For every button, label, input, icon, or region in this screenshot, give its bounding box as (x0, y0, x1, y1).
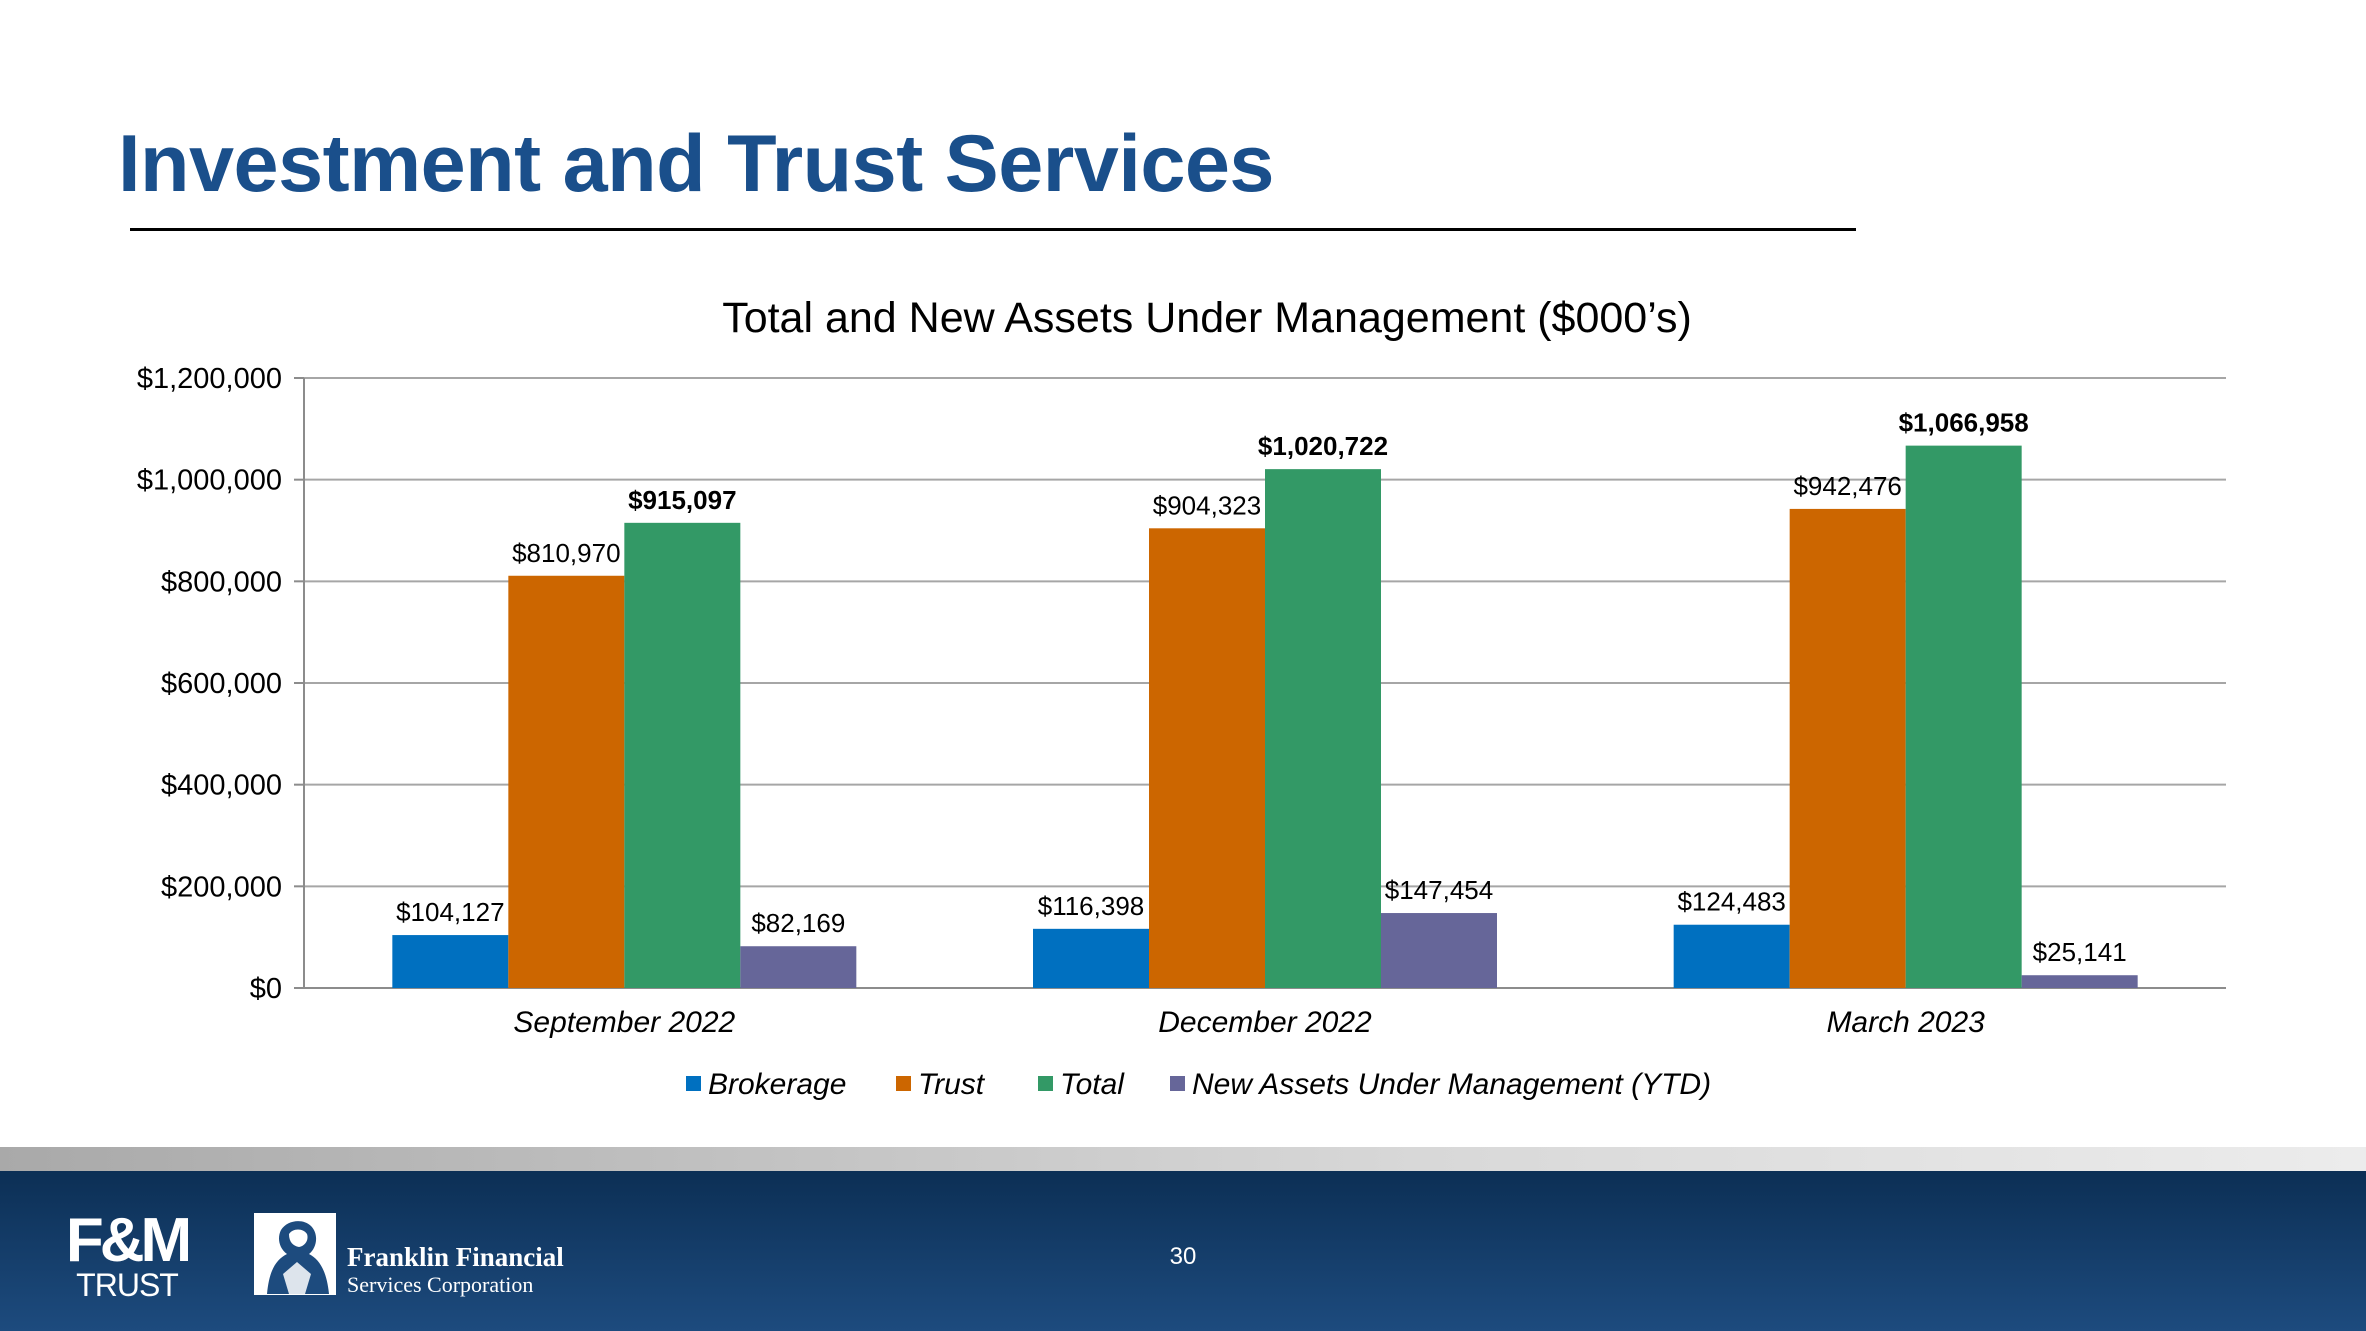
data-labels: $104,127 $810,970 $915,097 $82,169 $116,398 $… (396, 408, 2127, 968)
bar-brokerage (1673, 924, 1790, 988)
slide-title: Investment and Trust Services (118, 119, 1274, 209)
footer-bar (0, 1171, 2366, 1331)
fm-logo-text: F&M (65, 1206, 192, 1275)
legend-swatch (896, 1076, 911, 1091)
data-label: $104,127 (396, 897, 504, 927)
bars (392, 445, 2138, 989)
bar-total (1265, 469, 1381, 988)
bar-trust (1789, 508, 1906, 988)
company-name: Franklin Financial (347, 1242, 564, 1272)
legend-label: Total (1060, 1068, 1125, 1101)
y-tick-label: $800,000 (161, 566, 282, 598)
data-label: $124,483 (1677, 887, 1785, 917)
company-subtitle: Services Corporation (347, 1272, 534, 1297)
data-label: $1,066,958 (1899, 408, 2029, 438)
data-label: $904,323 (1153, 490, 1261, 520)
data-label: $810,970 (512, 538, 620, 568)
legend-swatch (1170, 1076, 1185, 1091)
bar-brokerage (1033, 928, 1149, 988)
y-tick-label: $600,000 (161, 668, 282, 700)
y-tick-label: $400,000 (161, 770, 282, 802)
chart-title: Total and New Assets Under Management ($… (722, 294, 1692, 342)
bar-total (1905, 445, 2022, 989)
y-tick-label: $1,000,000 (137, 465, 282, 497)
title-divider (130, 228, 1856, 231)
page-number: 30 (1169, 1243, 1197, 1270)
data-label: $942,476 (1793, 471, 1901, 501)
data-label: $915,097 (628, 485, 736, 515)
y-tick-label: $1,200,000 (137, 363, 282, 395)
data-label: $116,398 (1038, 891, 1145, 921)
category-label: September 2022 (513, 1006, 735, 1039)
y-axis-ticks: $0 $200,000 $400,000 $600,000 $800,000 $1,000… (137, 363, 282, 1005)
data-label: $1,020,722 (1258, 431, 1388, 461)
bar-new-assets-under-management-ytd (1381, 913, 1497, 988)
bar-brokerage (392, 935, 509, 988)
category-label: December 2022 (1158, 1006, 1372, 1039)
bar-new-assets-under-management-ytd (740, 946, 857, 988)
data-label: $82,169 (751, 908, 845, 938)
fm-logo-sub: TRUST (76, 1267, 179, 1303)
assets-bar-chart: Total and New Assets Under Management ($… (137, 294, 2226, 1101)
legend-label: Trust (918, 1068, 986, 1101)
category-label: March 2023 (1826, 1006, 1985, 1039)
bar-trust (508, 575, 625, 988)
bar-trust (1149, 528, 1265, 988)
legend-swatch (686, 1076, 701, 1091)
bar-total (624, 522, 741, 988)
legend: Brokerage Trust Total New Assets Under Mana… (686, 1068, 1711, 1101)
fm-trust-logo: F&M TRUST (52, 1206, 202, 1303)
legend-swatch (1038, 1076, 1053, 1091)
franklin-portrait-icon (254, 1213, 336, 1295)
legend-label: Brokerage (708, 1068, 846, 1101)
footer-stripe (0, 1147, 2366, 1171)
legend-label: New Assets Under Management (YTD) (1192, 1068, 1711, 1101)
y-tick-label: $0 (250, 973, 282, 1005)
y-tick-label: $200,000 (161, 871, 282, 903)
data-label: $147,454 (1385, 875, 1493, 905)
bar-new-assets-under-management-ytd (2021, 975, 2138, 988)
data-label: $25,141 (2033, 937, 2127, 967)
x-axis-categories: September 2022 December 2022 March 2023 (513, 1006, 1985, 1039)
